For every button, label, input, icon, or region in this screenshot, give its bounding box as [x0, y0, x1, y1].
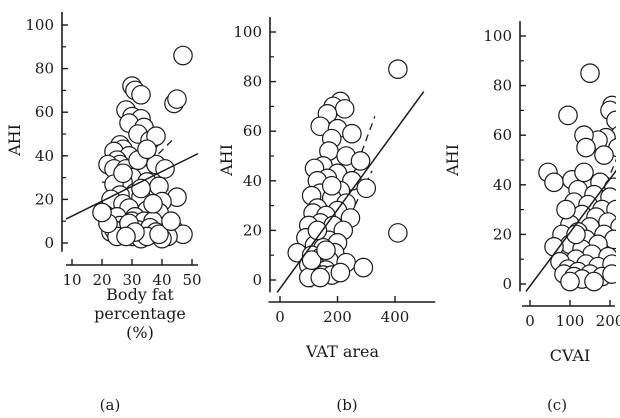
data-point [330, 262, 351, 283]
x-tick-label: 10 [62, 271, 81, 289]
y-tick-label: 40 [243, 172, 262, 190]
data-point [173, 45, 193, 66]
data-point [316, 240, 336, 261]
data-point [560, 271, 580, 292]
data-point [113, 163, 133, 184]
data-point [388, 59, 408, 79]
y-axis-label: AHI [217, 144, 236, 177]
panel-2: 0 20 40 60 80 100 0 200 400 AHI VAT area (b) [217, 17, 436, 414]
data-point [556, 199, 576, 220]
data-point [167, 89, 187, 109]
data-point [116, 226, 136, 247]
data-point [544, 172, 564, 193]
data-point [137, 139, 157, 160]
data-point [301, 250, 322, 270]
data-point [161, 211, 181, 231]
data-point [584, 271, 604, 292]
data-point [388, 223, 408, 243]
data-point [143, 193, 163, 214]
data-point [602, 264, 616, 284]
panel-label: (c) [547, 396, 567, 414]
plot-area [276, 59, 425, 293]
y-tick-label: 100 [483, 27, 512, 45]
x-axis-label-line: CVAI [550, 346, 591, 365]
y-tick-label: 20 [35, 190, 54, 208]
data-point [92, 202, 112, 223]
x-axis-label-line: percentage [94, 304, 186, 323]
x-tick-label: 0 [525, 312, 535, 330]
panel-label: (b) [336, 396, 357, 414]
plot-area [65, 45, 199, 249]
x-axis-label-line: (%) [126, 323, 154, 342]
y-tick-label: 20 [493, 225, 512, 243]
data-point [353, 257, 374, 278]
data-point [310, 267, 331, 288]
data-point [566, 224, 586, 245]
y-tick-label: 40 [493, 176, 512, 194]
regression-line [276, 91, 425, 293]
data-point [594, 145, 614, 165]
y-tick-label: 100 [25, 16, 54, 34]
y-tick-label: 0 [252, 271, 262, 289]
data-point [155, 159, 175, 179]
y-tick-label: 100 [233, 23, 262, 41]
y-tick-label: 60 [493, 126, 512, 144]
y-tick-label: 40 [35, 147, 54, 165]
data-point [131, 84, 151, 105]
x-tick-label: 100 [556, 312, 585, 330]
x-tick-label: 50 [182, 271, 201, 289]
regression-line [525, 169, 616, 292]
panel-1: 0 20 40 60 80 100 10 20 30 40 50 AHI Body fatpercent… [5, 11, 202, 414]
x-tick-label: 400 [381, 308, 410, 326]
panel-3: 0 20 40 60 80 100 0 100 200 AHI CVAI (c) [443, 21, 620, 414]
y-tick-label: 0 [44, 234, 54, 252]
x-tick-label: 30 [122, 271, 141, 289]
data-point [149, 224, 169, 245]
data-point [576, 137, 596, 158]
panel-label: (a) [100, 396, 121, 414]
data-point [606, 110, 616, 131]
x-axis-label-line: Body fat [106, 285, 174, 304]
x-tick-label: 0 [275, 308, 285, 326]
y-tick-label: 0 [502, 275, 512, 293]
data-point [580, 63, 600, 83]
data-point [350, 151, 371, 171]
y-tick-label: 80 [35, 60, 54, 78]
x-tick-label: 20 [92, 271, 111, 289]
y-axis-label: AHI [443, 144, 462, 177]
data-point [334, 99, 355, 119]
plot-area [525, 63, 616, 292]
x-tick-label: 200 [596, 312, 620, 330]
data-point [342, 123, 362, 144]
data-point [356, 178, 377, 199]
data-point [321, 175, 342, 196]
y-tick-label: 60 [243, 122, 262, 140]
y-tick-label: 80 [243, 73, 262, 91]
x-axis-label-line: VAT area [305, 342, 380, 361]
data-point [307, 220, 328, 241]
regression-line [65, 152, 199, 220]
x-tick-label: 200 [323, 308, 352, 326]
x-tick-label: 40 [152, 271, 171, 289]
y-tick-label: 20 [243, 221, 262, 239]
y-tick-label: 60 [35, 103, 54, 121]
y-axis-label: AHI [5, 124, 24, 157]
y-tick-label: 80 [493, 77, 512, 95]
data-point [558, 105, 578, 126]
data-point [574, 162, 594, 183]
